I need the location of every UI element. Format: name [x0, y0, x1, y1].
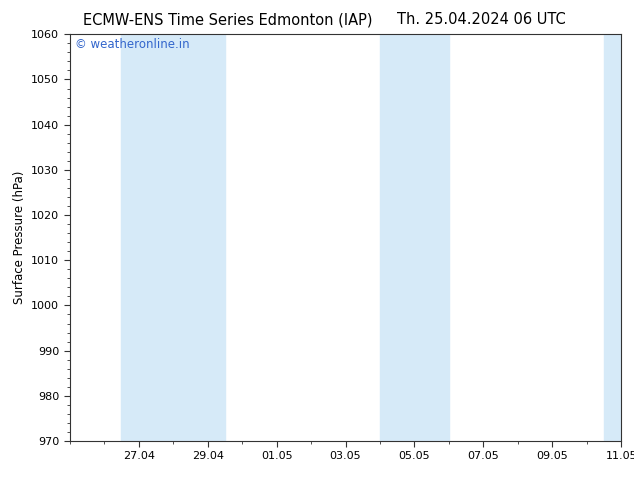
Text: ECMW-ENS Time Series Edmonton (IAP): ECMW-ENS Time Series Edmonton (IAP)	[84, 12, 373, 27]
Text: © weatheronline.in: © weatheronline.in	[75, 38, 190, 51]
Bar	[604, 34, 621, 441]
Bar	[380, 34, 449, 441]
Text: Th. 25.04.2024 06 UTC: Th. 25.04.2024 06 UTC	[398, 12, 566, 27]
Bar	[122, 34, 225, 441]
Y-axis label: Surface Pressure (hPa): Surface Pressure (hPa)	[13, 171, 25, 304]
